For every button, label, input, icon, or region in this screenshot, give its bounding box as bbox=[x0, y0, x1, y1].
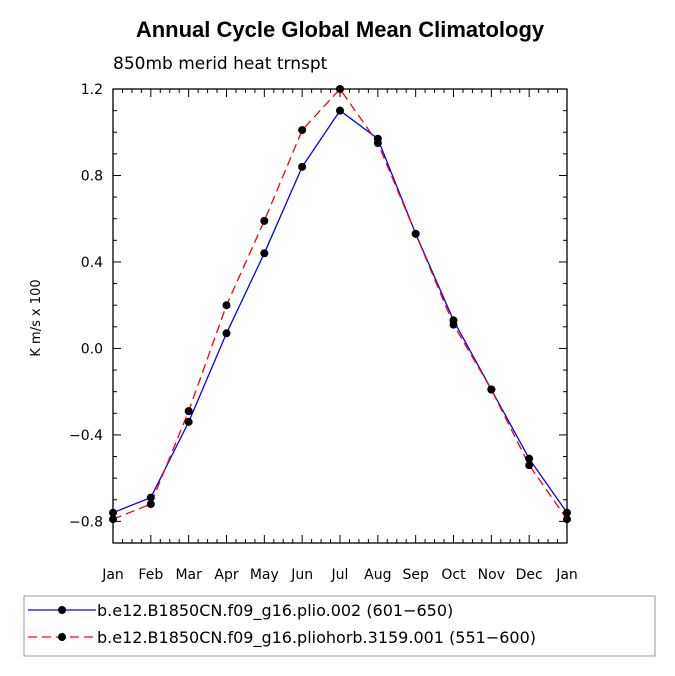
series-line-0 bbox=[112, 109, 568, 514]
x-tick-label: Dec bbox=[516, 567, 543, 583]
legend-marker-pliohorb bbox=[58, 633, 66, 641]
y-tick-label: −0.8 bbox=[69, 514, 103, 530]
series-1-point bbox=[260, 216, 269, 225]
series-1-point bbox=[373, 139, 382, 148]
series-1-point bbox=[184, 407, 193, 416]
x-tick-label: Mar bbox=[175, 567, 202, 583]
x-tick-label: Sep bbox=[402, 567, 429, 583]
series-1-point bbox=[146, 500, 155, 509]
legend-box bbox=[23, 595, 656, 657]
series-1-point bbox=[298, 126, 307, 135]
x-tick-label: Jun bbox=[290, 567, 313, 583]
series-1-point bbox=[109, 515, 117, 524]
series-0-point bbox=[563, 508, 571, 517]
y-tick-label: −0.4 bbox=[69, 428, 103, 444]
legend-marker-plio bbox=[58, 606, 66, 614]
series-0-point bbox=[184, 417, 193, 426]
legend-label-pliohorb: b.e12.B1850CN.f09_g16.pliohorb.3159.001 … bbox=[97, 628, 536, 648]
series-line-1 bbox=[112, 87, 568, 520]
ticks-layer: Jan Feb Mar Apr May Jun Jul Aug Sep Oct Nov Dec Jan −… bbox=[69, 82, 578, 583]
series-0-point bbox=[525, 454, 534, 463]
y-tick-label: 0.4 bbox=[81, 255, 103, 271]
series-0-point bbox=[222, 329, 231, 338]
legend: b.e12.B1850CN.f09_g16.plio.002 (601−650)… bbox=[23, 595, 656, 657]
series-1-point bbox=[449, 320, 458, 329]
plot-frame bbox=[112, 88, 568, 544]
y-tick-label: 0.8 bbox=[81, 168, 103, 184]
x-tick-label: Jul bbox=[331, 567, 349, 583]
series-1-point bbox=[563, 515, 571, 524]
series-1-point bbox=[525, 461, 534, 470]
x-tick-label: Jan bbox=[101, 567, 124, 583]
x-tick-label: Oct bbox=[441, 567, 466, 583]
x-tick-label: Jan bbox=[555, 567, 578, 583]
series-0-point bbox=[260, 249, 269, 258]
x-tick-label: Aug bbox=[364, 567, 391, 583]
legend-label-plio: b.e12.B1850CN.f09_g16.plio.002 (601−650) bbox=[97, 601, 453, 621]
series-0-point bbox=[336, 106, 344, 115]
series-1-point bbox=[411, 229, 420, 238]
x-tick-label: Feb bbox=[138, 567, 163, 583]
chart-subtitle: 850mb merid heat trnspt bbox=[113, 54, 328, 74]
x-tick-label: May bbox=[250, 567, 279, 583]
x-tick-label: Apr bbox=[214, 567, 238, 583]
series-1-point bbox=[487, 385, 496, 394]
series-0-point bbox=[146, 493, 155, 502]
chart-title: Annual Cycle Global Mean Climatology bbox=[136, 17, 545, 42]
x-tick-label: Nov bbox=[478, 567, 505, 583]
y-axis-label: K m/s x 100 bbox=[29, 279, 44, 356]
y-tick-label: 0.0 bbox=[81, 341, 103, 357]
y-tick-label: 1.2 bbox=[81, 82, 103, 98]
series-layer bbox=[109, 85, 571, 524]
series-1-point bbox=[222, 301, 231, 310]
series-0-point bbox=[298, 162, 307, 171]
series-1-point bbox=[336, 85, 344, 93]
series-0-point bbox=[109, 508, 117, 517]
